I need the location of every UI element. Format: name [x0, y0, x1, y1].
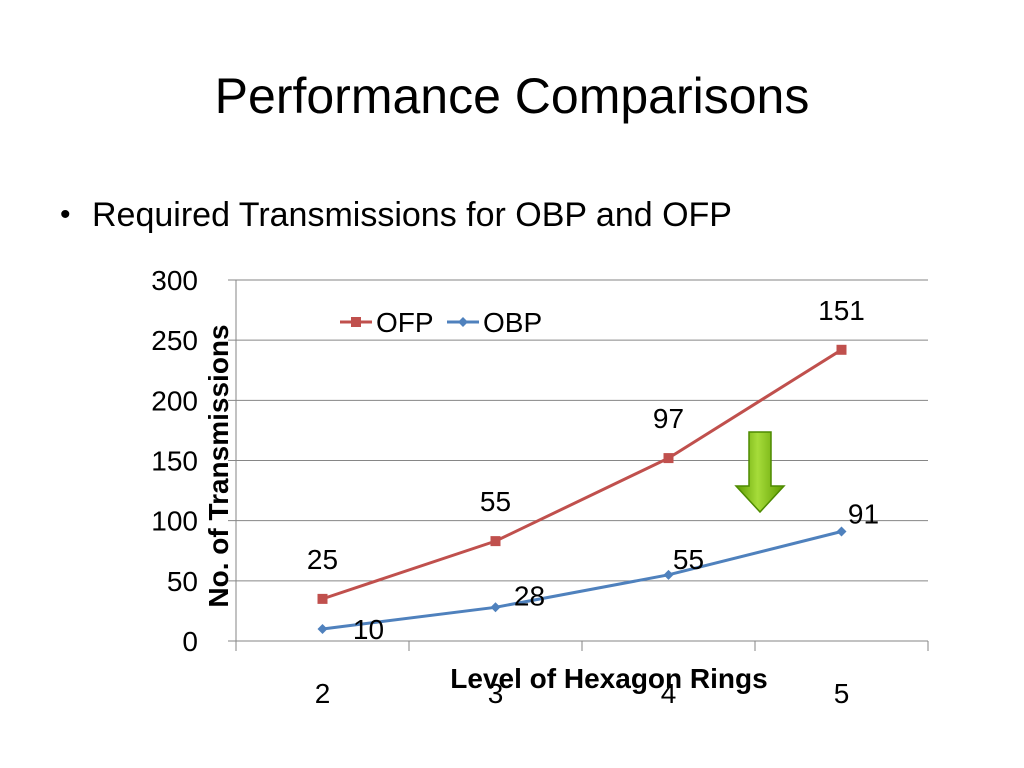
y-tick-label: 200	[151, 385, 198, 416]
legend-marker	[458, 317, 468, 327]
y-tick-label: 300	[151, 265, 198, 296]
slide-title: Performance Comparisons	[214, 68, 810, 124]
x-tick-label: 2	[315, 678, 331, 709]
data-point	[836, 344, 847, 355]
y-tick-label: 50	[167, 566, 198, 597]
data-point	[663, 569, 674, 580]
y-tick-label: 150	[151, 446, 198, 477]
bullet-text: Required Transmissions for OBP and OFP	[92, 196, 732, 234]
x-axis-title: Level of Hexagon Rings	[450, 663, 767, 694]
bullet-item: • Required Transmissions for OBP and OFP	[60, 190, 732, 240]
data-label: 10	[353, 614, 384, 645]
bullet-icon: •	[60, 198, 71, 231]
legend-marker	[351, 317, 361, 327]
series-line-ofp	[322, 348, 843, 601]
data-point	[490, 536, 501, 547]
data-label: 97	[653, 403, 684, 434]
data-label: 25	[307, 544, 338, 575]
gridlines	[228, 279, 928, 642]
data-point	[663, 453, 674, 464]
legend-label: OBP	[483, 307, 542, 338]
data-label: 91	[848, 498, 879, 529]
series-line-obp	[322, 530, 842, 631]
data-label: 55	[480, 486, 511, 517]
y-tick-label: 0	[182, 626, 198, 657]
y-axis-title: No. of Transmissions	[203, 324, 234, 607]
x-tick-label: 3	[488, 678, 504, 709]
data-label: 151	[818, 295, 865, 326]
x-tick-label: 4	[661, 678, 677, 709]
annotation	[734, 431, 786, 514]
series	[317, 344, 847, 634]
y-tick-label: 250	[151, 325, 198, 356]
data-point	[317, 623, 328, 634]
data-point	[490, 602, 501, 613]
down-arrow-icon	[734, 431, 786, 514]
axes: 0 50 100 150 200 250 300 2 3 4 5 Level of Hexagon R…	[151, 265, 929, 709]
legend-label: OFP	[376, 307, 434, 338]
data-label: 28	[514, 580, 545, 611]
legend: OFP OBP	[340, 307, 542, 338]
data-point	[836, 526, 847, 537]
data-point	[317, 593, 328, 604]
x-tick-label: 5	[834, 678, 850, 709]
y-tick-label: 100	[151, 506, 198, 537]
data-labels: 25 55 97 151 10 28 55 91	[307, 295, 879, 645]
data-label: 55	[673, 544, 704, 575]
